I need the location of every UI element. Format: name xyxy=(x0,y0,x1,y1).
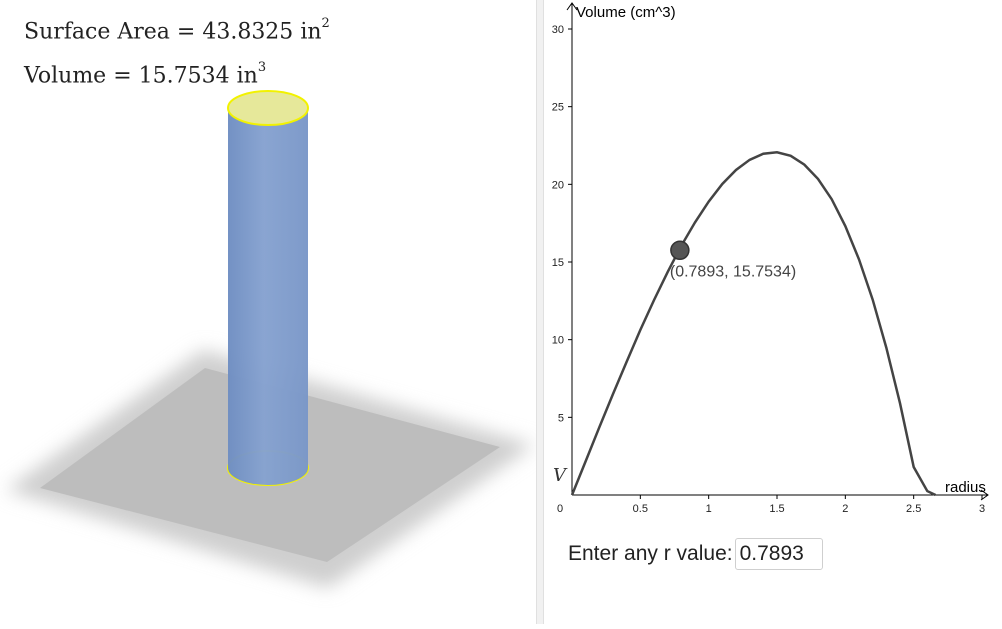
volume-formula: Volume = 15.7534 in3 xyxy=(24,60,267,89)
surface-area-value: 43.8325 xyxy=(202,19,294,45)
r-value-input[interactable] xyxy=(734,538,823,570)
cylinder-side xyxy=(228,108,308,485)
surface-area-unit: in xyxy=(300,19,322,45)
surface-area-formula: Surface Area = 43.8325 in2 xyxy=(24,16,330,45)
view-divider[interactable] xyxy=(536,0,544,624)
surface-area-exponent: 2 xyxy=(321,16,330,31)
graphics-view[interactable] xyxy=(544,0,1002,624)
surface-area-label: Surface Area xyxy=(24,19,170,45)
3d-scene[interactable] xyxy=(0,0,536,624)
r-input-label: Enter any r value: xyxy=(568,542,733,565)
cylinder-top-cap xyxy=(227,90,309,126)
volume-label: Volume xyxy=(24,63,107,89)
r-input-row: Enter any r value: xyxy=(568,536,823,572)
volume-value: 15.7534 xyxy=(138,63,230,89)
volume-unit: in xyxy=(236,63,258,89)
3d-view[interactable]: Surface Area = 43.8325 in2 Volume = 15.7… xyxy=(0,0,536,624)
volume-exponent: 3 xyxy=(257,60,267,75)
